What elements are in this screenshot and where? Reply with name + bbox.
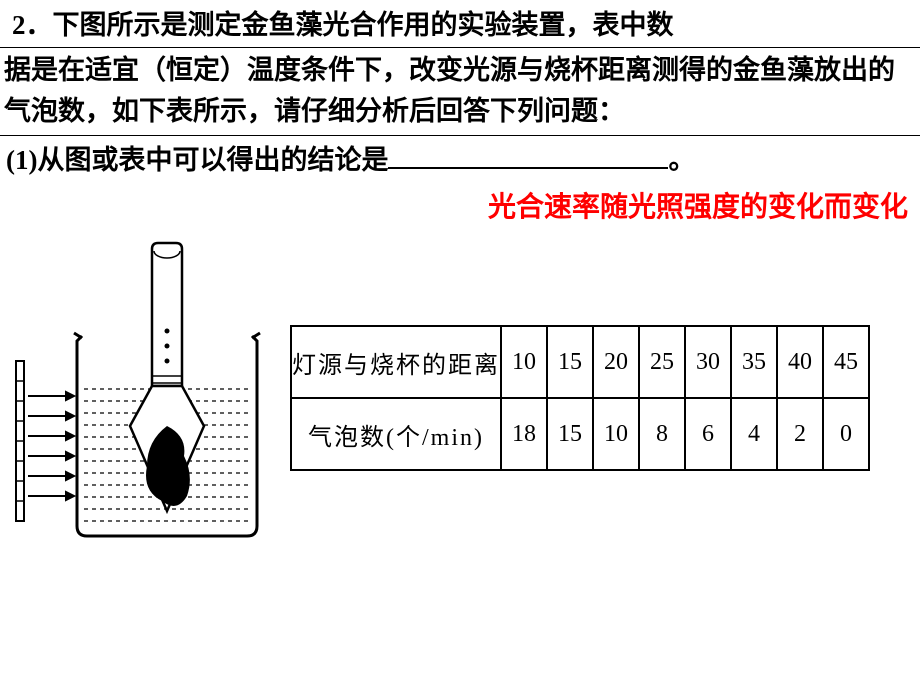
distance-cell: 20: [593, 326, 639, 398]
bubble-cell: 15: [547, 398, 593, 470]
question-body: 据是在适宜（恒定）温度条件下，改变光源与烧杯距离测得的金鱼藻放出的气泡数，如下表…: [0, 47, 920, 136]
distance-cell: 15: [547, 326, 593, 398]
table-row: 气泡数(个/min) 18 15 10 8 6 4 2 0: [291, 398, 869, 470]
row-header-bubbles: 气泡数(个/min): [291, 398, 501, 470]
row-header-distance: 灯源与烧杯的距离: [291, 326, 501, 398]
bubble-cell: 0: [823, 398, 869, 470]
figure-area: 灯源与烧杯的距离 10 15 20 25 30 35 40 45 气泡数(个/m…: [0, 231, 920, 566]
bubble-cell: 6: [685, 398, 731, 470]
sub-text: 从图或表中可以得出的结论是: [37, 145, 388, 175]
data-table: 灯源与烧杯的距离 10 15 20 25 30 35 40 45 气泡数(个/m…: [290, 325, 870, 471]
bubble-cell: 10: [593, 398, 639, 470]
distance-cell: 35: [731, 326, 777, 398]
bubble-cell: 8: [639, 398, 685, 470]
distance-cell: 30: [685, 326, 731, 398]
distance-cell: 25: [639, 326, 685, 398]
table-row: 灯源与烧杯的距离 10 15 20 25 30 35 40 45: [291, 326, 869, 398]
question-header: 2．下图所示是测定金鱼藻光合作用的实验装置，表中数: [0, 0, 920, 47]
blank-line: [388, 142, 668, 169]
beaker-svg: [12, 241, 272, 551]
distance-cell: 10: [501, 326, 547, 398]
experiment-diagram: [12, 241, 272, 556]
sub-question: (1)从图或表中可以得出的结论是 。: [0, 136, 920, 183]
distance-cell: 40: [777, 326, 823, 398]
question-header-text: 下图所示是测定金鱼藻光合作用的实验装置，表中数: [53, 10, 674, 40]
bubble-cell: 18: [501, 398, 547, 470]
question-number: 2．: [12, 10, 53, 40]
bubble-cell: 4: [731, 398, 777, 470]
period: 。: [668, 145, 695, 175]
bubble-cell: 2: [777, 398, 823, 470]
distance-cell: 45: [823, 326, 869, 398]
sub-prefix: (1): [6, 145, 37, 175]
answer-text: 光合速率随光照强度的变化而变化: [0, 183, 920, 231]
